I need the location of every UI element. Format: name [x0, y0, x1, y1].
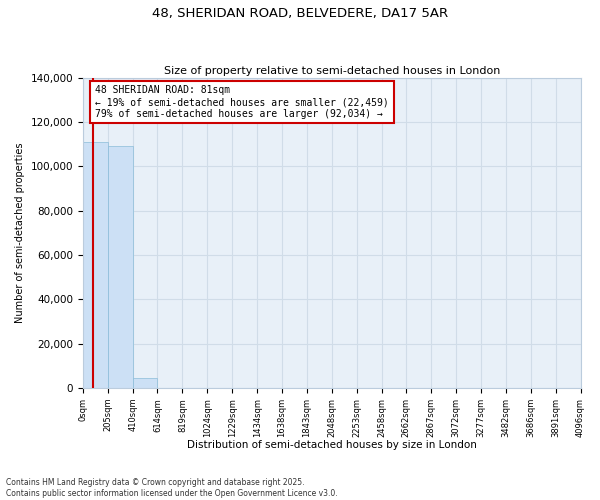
Bar — [83, 142, 108, 388]
Text: 48 SHERIDAN ROAD: 81sqm
← 19% of semi-detached houses are smaller (22,459)
79% o: 48 SHERIDAN ROAD: 81sqm ← 19% of semi-de… — [95, 86, 389, 118]
Text: Contains HM Land Registry data © Crown copyright and database right 2025.
Contai: Contains HM Land Registry data © Crown c… — [6, 478, 338, 498]
Bar — [108, 146, 133, 388]
Y-axis label: Number of semi-detached properties: Number of semi-detached properties — [15, 142, 25, 323]
X-axis label: Distribution of semi-detached houses by size in London: Distribution of semi-detached houses by … — [187, 440, 476, 450]
Bar — [133, 378, 157, 388]
Text: 48, SHERIDAN ROAD, BELVEDERE, DA17 5AR: 48, SHERIDAN ROAD, BELVEDERE, DA17 5AR — [152, 8, 448, 20]
Title: Size of property relative to semi-detached houses in London: Size of property relative to semi-detach… — [164, 66, 500, 76]
